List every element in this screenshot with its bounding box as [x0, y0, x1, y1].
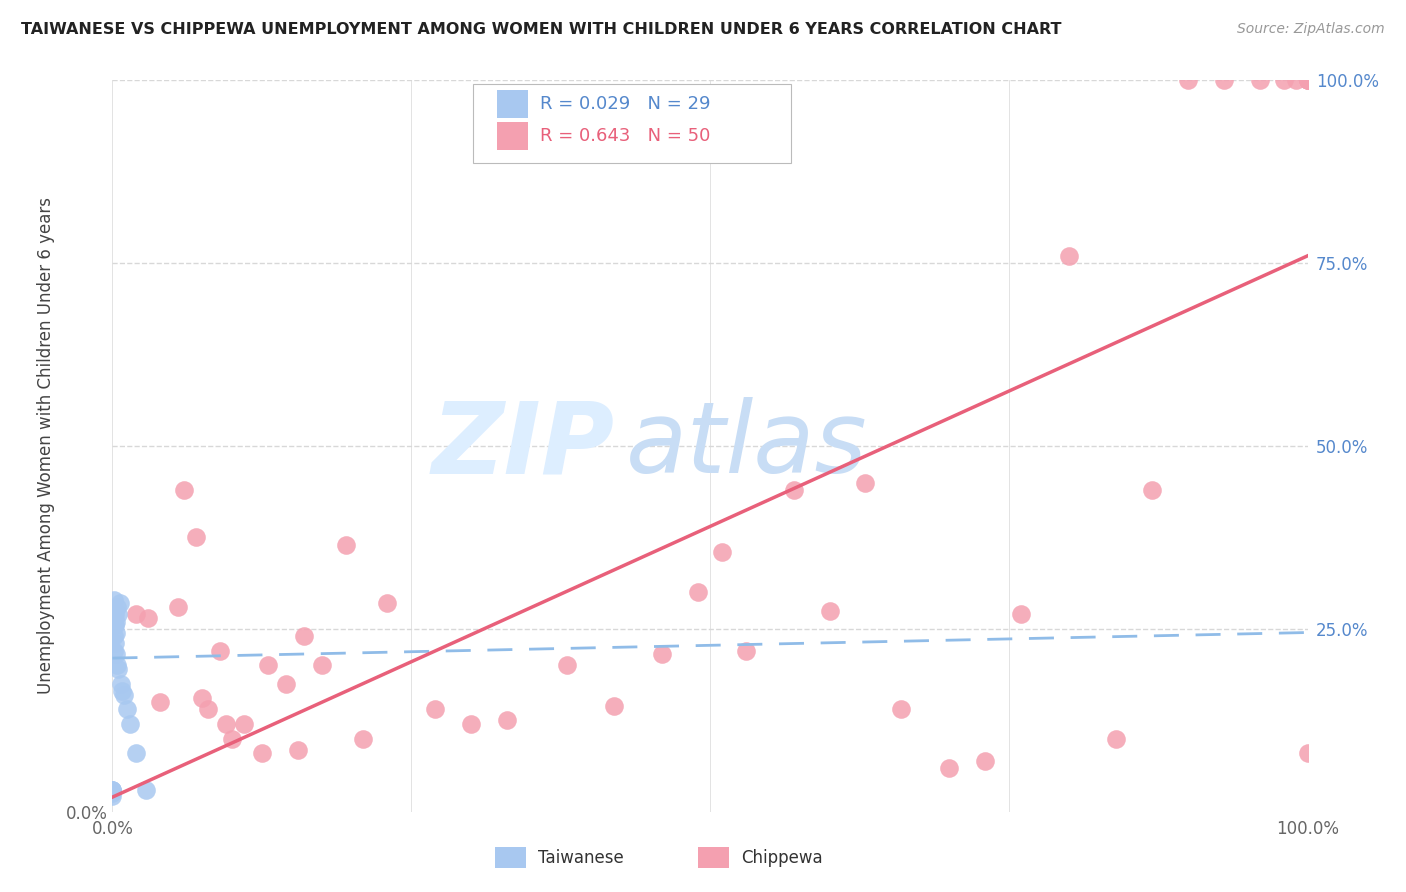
Point — [311, 658, 333, 673]
FancyBboxPatch shape — [495, 847, 526, 868]
Point — [101, 787, 124, 801]
Point — [1010, 607, 1032, 622]
Point — [103, 592, 125, 607]
Text: ZIP: ZIP — [432, 398, 614, 494]
Point — [1285, 73, 1308, 87]
Point — [104, 618, 127, 632]
Point — [974, 754, 997, 768]
Point — [688, 585, 710, 599]
Text: Taiwanese: Taiwanese — [538, 849, 624, 867]
Point — [1177, 73, 1199, 87]
Point — [107, 607, 129, 622]
Point — [711, 545, 734, 559]
Point — [197, 702, 219, 716]
Point — [1057, 249, 1080, 263]
Point — [215, 717, 238, 731]
Point — [855, 475, 877, 490]
Point — [1296, 73, 1319, 87]
Point — [257, 658, 280, 673]
Point — [782, 483, 804, 497]
Point — [103, 629, 125, 643]
Point — [1296, 73, 1319, 87]
Point — [250, 746, 273, 760]
Point — [107, 662, 129, 676]
Point — [105, 615, 128, 629]
Point — [1213, 73, 1236, 87]
Point — [1105, 731, 1128, 746]
Point — [460, 717, 482, 731]
Y-axis label: Unemployment Among Women with Children Under 6 years: Unemployment Among Women with Children U… — [37, 197, 55, 695]
Point — [173, 483, 195, 497]
Point — [186, 530, 208, 544]
Point — [103, 644, 125, 658]
Point — [1296, 746, 1319, 760]
Point — [221, 731, 243, 746]
Point — [105, 625, 128, 640]
Point — [108, 596, 131, 610]
Point — [603, 698, 626, 713]
Point — [110, 676, 132, 690]
Point — [101, 789, 124, 803]
Point — [1142, 483, 1164, 497]
Text: atlas: atlas — [627, 398, 868, 494]
Point — [377, 596, 399, 610]
Point — [104, 636, 127, 650]
Point — [101, 784, 124, 798]
Point — [135, 782, 157, 797]
Point — [111, 684, 134, 698]
Point — [233, 717, 256, 731]
Point — [496, 714, 519, 728]
Point — [292, 629, 315, 643]
Point — [104, 607, 127, 622]
Text: Chippewa: Chippewa — [741, 849, 823, 867]
Point — [555, 658, 578, 673]
Point — [105, 599, 128, 614]
Point — [115, 702, 138, 716]
Point — [1249, 73, 1271, 87]
Point — [101, 782, 124, 797]
Point — [138, 611, 160, 625]
Point — [125, 607, 148, 622]
Point — [1272, 73, 1295, 87]
Point — [651, 648, 673, 662]
Point — [167, 599, 190, 614]
FancyBboxPatch shape — [498, 122, 529, 150]
Text: R = 0.029   N = 29: R = 0.029 N = 29 — [540, 95, 711, 112]
Point — [352, 731, 374, 746]
FancyBboxPatch shape — [498, 90, 529, 118]
Point — [1296, 73, 1319, 87]
Point — [425, 702, 447, 716]
Point — [1296, 73, 1319, 87]
Point — [287, 742, 309, 756]
Point — [120, 717, 142, 731]
FancyBboxPatch shape — [474, 84, 792, 163]
Point — [103, 607, 125, 622]
Point — [335, 538, 357, 552]
Point — [105, 658, 128, 673]
Text: TAIWANESE VS CHIPPEWA UNEMPLOYMENT AMONG WOMEN WITH CHILDREN UNDER 6 YEARS CORRE: TAIWANESE VS CHIPPEWA UNEMPLOYMENT AMONG… — [21, 22, 1062, 37]
Point — [818, 603, 841, 617]
Point — [103, 618, 125, 632]
Text: R = 0.643   N = 50: R = 0.643 N = 50 — [540, 127, 710, 145]
FancyBboxPatch shape — [699, 847, 730, 868]
Point — [105, 648, 128, 662]
Point — [101, 782, 124, 797]
Point — [191, 691, 214, 706]
Point — [735, 644, 758, 658]
Point — [125, 746, 148, 760]
Point — [274, 676, 297, 690]
Point — [209, 644, 232, 658]
Point — [114, 688, 135, 702]
Point — [149, 695, 172, 709]
Point — [101, 782, 124, 797]
Point — [890, 702, 912, 716]
Text: Source: ZipAtlas.com: Source: ZipAtlas.com — [1237, 22, 1385, 37]
Point — [938, 761, 960, 775]
